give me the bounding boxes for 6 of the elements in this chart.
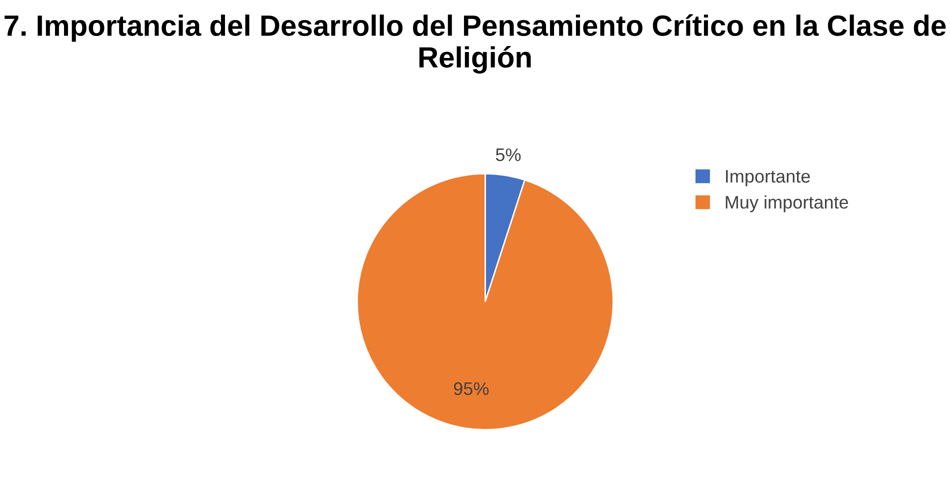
legend-label: Muy importante: [726, 195, 848, 212]
data-label: 95%: [454, 382, 489, 396]
chart-title: 7. Importancia del Desarrollo del Pensamiento Crítico en la Clase de Religión: [4, 14, 946, 74]
legend-label: Importante: [726, 170, 810, 186]
pie-slice: [356, 172, 614, 430]
data-label: 5%: [496, 148, 521, 162]
